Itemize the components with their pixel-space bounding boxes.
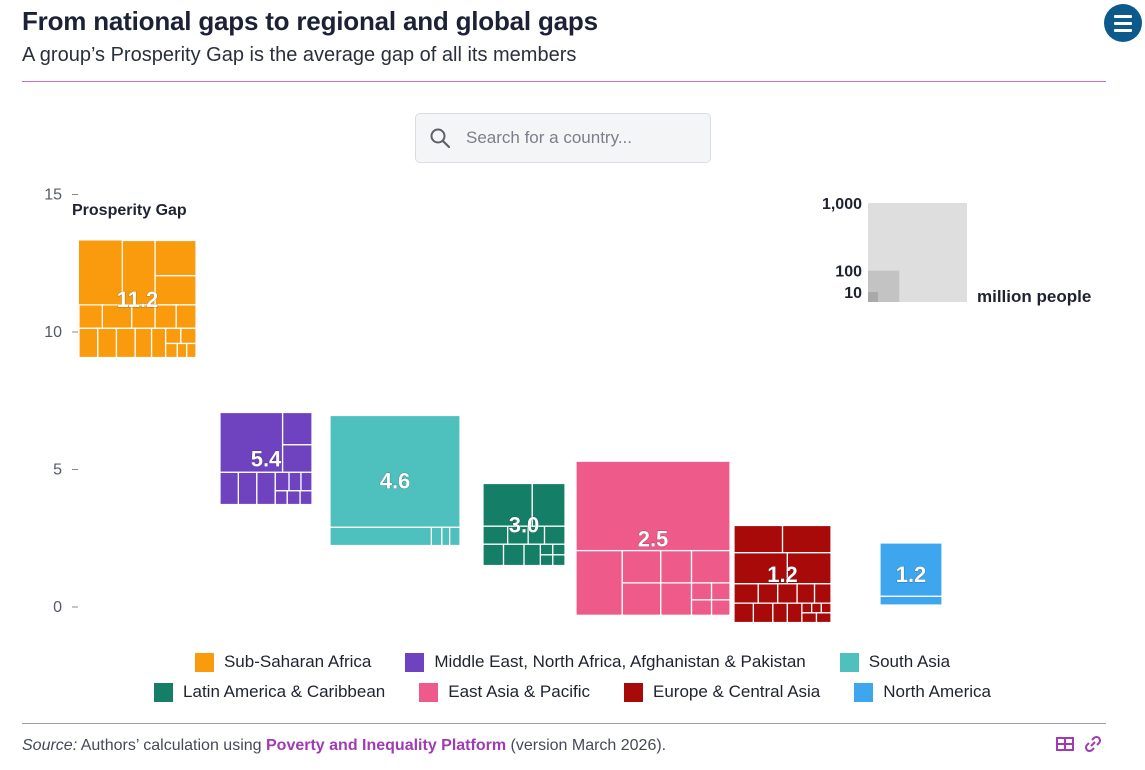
legend-label: Sub-Saharan Africa <box>223 652 372 671</box>
region-square[interactable] <box>576 461 730 616</box>
legend-swatch <box>839 652 859 672</box>
legend-item[interactable]: South Asia <box>839 652 951 672</box>
region-mark[interactable]: 2.5 <box>575 460 731 616</box>
legend-swatch <box>154 682 174 702</box>
region-square[interactable] <box>880 543 942 605</box>
legend-row: Sub-Saharan Africa Middle East, North Afr… <box>0 652 1145 672</box>
legend-swatch <box>405 652 425 672</box>
y-axis-label: Prosperity Gap <box>72 202 187 219</box>
country-search[interactable] <box>415 113 711 163</box>
legend-label: Europe & Central Asia <box>653 682 821 701</box>
legend-label: East Asia & Pacific <box>448 682 590 701</box>
legend-label: Middle East, North Africa, Afghanistan &… <box>434 652 806 671</box>
legend-item[interactable]: Middle East, North Africa, Afghanistan &… <box>405 652 806 672</box>
size-legend-unit: million people <box>977 287 1091 306</box>
legend-swatch <box>854 682 874 702</box>
chart-subtitle: A group’s Prosperity Gap is the average … <box>22 44 577 66</box>
search-icon <box>430 128 451 149</box>
size-legend-label: 10 <box>844 285 862 302</box>
legend-item[interactable]: East Asia & Pacific <box>419 682 590 702</box>
size-legend-square <box>868 292 878 302</box>
menu-bar <box>1114 28 1132 32</box>
y-tick-label: 5 <box>53 462 62 479</box>
country-tile[interactable] <box>552 554 566 567</box>
region-square[interactable] <box>330 415 460 546</box>
legend-label: South Asia <box>868 652 951 671</box>
legend-swatch <box>419 682 439 702</box>
data-label: 11.2 <box>117 287 159 312</box>
y-tick-label: 15 <box>44 187 62 204</box>
prosperity-gap-chart: 0 5 10 15 Prosperity Gap 11.2 5.4 4.6 3.0 2.5 1.… <box>44 187 1091 624</box>
legend-label: North America <box>883 682 991 701</box>
y-tick-label: 10 <box>44 324 62 341</box>
menu-bar <box>1114 21 1132 25</box>
data-label: 3.0 <box>509 513 540 538</box>
region-square[interactable] <box>220 412 312 505</box>
y-tick-label: 0 <box>53 599 62 616</box>
region-mark[interactable]: 5.4 <box>219 411 313 506</box>
legend-row: Latin America & Caribbean East Asia & Pac… <box>0 682 1145 702</box>
footer-divider <box>22 723 1106 724</box>
region-mark[interactable]: 1.2 <box>733 524 832 624</box>
legend-item[interactable]: Latin America & Caribbean <box>154 682 385 702</box>
source-text: Authors’ calculation using <box>77 737 266 754</box>
legend-swatch <box>194 652 214 672</box>
hamburger-menu-icon[interactable] <box>1104 4 1142 42</box>
chart-marks: 11.2 5.4 4.6 3.0 2.5 1.2 1.2 <box>78 239 943 624</box>
country-tile[interactable] <box>449 526 461 547</box>
footer-actions <box>1055 734 1103 754</box>
country-tile[interactable] <box>710 599 731 616</box>
size-legend-label: 1,000 <box>822 196 862 213</box>
legend-item[interactable]: Europe & Central Asia <box>624 682 820 702</box>
country-tile[interactable] <box>299 490 313 506</box>
region-mark[interactable]: 3.0 <box>482 482 566 567</box>
link-icon[interactable] <box>1083 734 1103 754</box>
y-axis: 0 5 10 15 <box>44 187 78 616</box>
menu-bar <box>1114 14 1132 18</box>
data-label: 1.2 <box>896 562 927 587</box>
source-link[interactable]: Poverty and Inequality Platform <box>266 737 507 754</box>
source-label: Source: <box>22 737 78 754</box>
data-label: 5.4 <box>251 447 282 472</box>
size-legend: 1,000 100 10 million people <box>822 196 1091 306</box>
search-input[interactable] <box>464 127 698 149</box>
legend-item[interactable]: North America <box>854 682 991 702</box>
table-icon[interactable] <box>1055 734 1075 754</box>
region-square[interactable] <box>79 240 196 358</box>
source-note: Source: Authors’ calculation using Pover… <box>22 737 666 755</box>
region-mark[interactable]: 1.2 <box>879 542 943 606</box>
data-label: 2.5 <box>638 526 669 551</box>
region-mark[interactable]: 4.6 <box>329 414 461 547</box>
country-tile[interactable] <box>815 612 832 624</box>
legend-item[interactable]: Sub-Saharan Africa <box>194 652 372 672</box>
title-divider <box>22 81 1106 82</box>
source-suffix: (version March 2026). <box>506 737 667 754</box>
country-tile[interactable] <box>879 595 943 606</box>
chart-title: From national gaps to regional and globa… <box>22 6 598 36</box>
data-label: 4.6 <box>380 469 411 494</box>
region-mark[interactable]: 11.2 <box>78 239 197 359</box>
country-tile[interactable] <box>186 342 197 359</box>
legend-swatch <box>624 682 643 702</box>
size-legend-label: 100 <box>835 264 862 281</box>
legend-label: Latin America & Caribbean <box>183 682 386 701</box>
data-label: 1.2 <box>767 562 798 587</box>
